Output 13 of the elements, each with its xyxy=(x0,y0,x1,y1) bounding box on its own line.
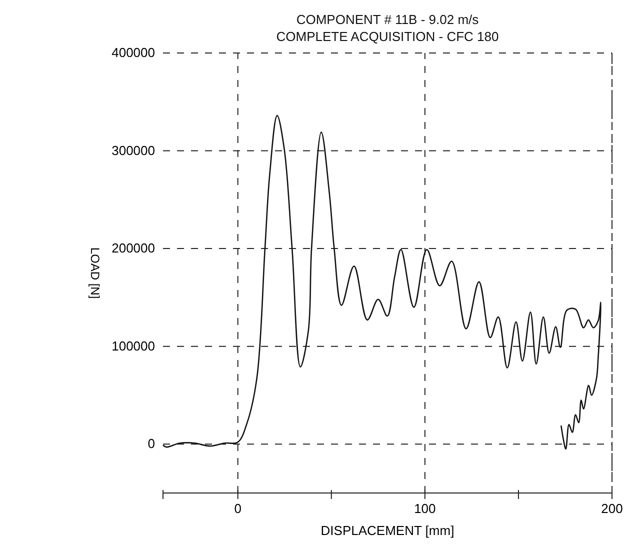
y-tick-label: 100000 xyxy=(112,338,155,354)
y-tick-label: 300000 xyxy=(112,142,155,158)
x-tick-label: 200 xyxy=(601,501,623,516)
line-series xyxy=(162,114,602,450)
x-tick-label: 100 xyxy=(414,501,436,516)
x-tick-label: 0 xyxy=(234,501,242,516)
chart-subtitle: COMPLETE ACQUISITION - CFC 180 xyxy=(276,29,499,44)
x-axis-title: DISPLACEMENT [mm] xyxy=(320,523,454,538)
y-axis-title: LOAD [N] xyxy=(88,247,102,299)
chart-title: COMPONENT # 11B - 9.02 m/s xyxy=(296,12,480,27)
y-tick-label: 0 xyxy=(148,436,155,452)
y-tick-label: 400000 xyxy=(112,45,155,60)
y-tick-label: 200000 xyxy=(112,240,155,256)
